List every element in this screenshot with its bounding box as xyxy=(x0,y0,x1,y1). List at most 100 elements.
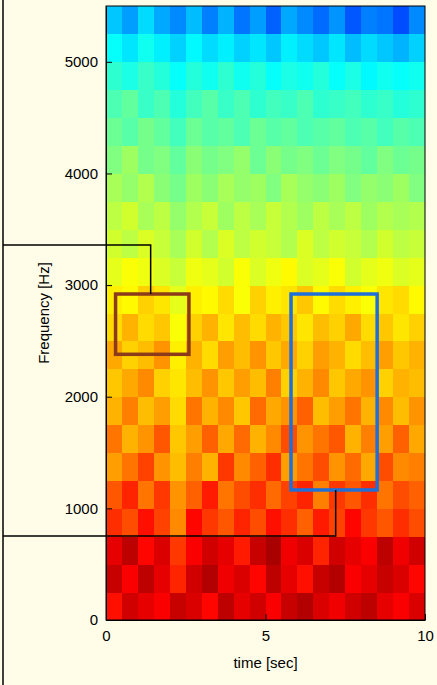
heatmap-cell xyxy=(154,369,170,397)
heatmap-cell xyxy=(393,173,409,201)
heatmap-cell xyxy=(266,257,282,285)
heatmap-cell xyxy=(266,341,282,369)
heatmap-cell xyxy=(313,592,329,620)
heatmap-cell xyxy=(122,453,138,481)
heatmap-cell xyxy=(297,397,313,425)
heatmap-cell xyxy=(393,592,409,620)
chart: 0510010002000300040005000time [sec]Frequ… xyxy=(0,0,437,685)
heatmap-cell xyxy=(122,62,138,90)
heatmap-cell xyxy=(313,341,329,369)
heatmap-cell xyxy=(393,508,409,536)
heatmap-cell xyxy=(154,146,170,174)
y-tick-mark xyxy=(106,285,112,286)
heatmap-cell xyxy=(266,369,282,397)
heatmap-cell xyxy=(186,118,202,146)
heatmap-cell xyxy=(393,397,409,425)
heatmap-cell xyxy=(345,453,361,481)
heatmap-cell xyxy=(313,62,329,90)
heatmap-cell xyxy=(234,257,250,285)
heatmap-cell xyxy=(234,173,250,201)
heatmap-cell xyxy=(218,480,234,508)
heatmap-cell xyxy=(281,173,297,201)
heatmap-cell xyxy=(409,285,425,313)
heatmap-cell xyxy=(329,257,345,285)
heatmap-cell xyxy=(297,564,313,592)
x-tick-label: 5 xyxy=(262,627,270,644)
heatmap-cell xyxy=(250,201,266,229)
heatmap-cell xyxy=(377,369,393,397)
heatmap-cell xyxy=(202,341,218,369)
y-axis: 010002000300040005000 xyxy=(65,7,112,629)
heatmap-cell xyxy=(377,397,393,425)
heatmap-cell xyxy=(218,62,234,90)
heatmap-cell xyxy=(250,536,266,564)
heatmap-cell xyxy=(393,480,409,508)
heatmap-cell xyxy=(377,592,393,620)
heatmap-cell xyxy=(250,564,266,592)
heatmap-cell xyxy=(154,257,170,285)
heatmap-cell xyxy=(329,453,345,481)
heatmap-cell xyxy=(218,201,234,229)
heatmap-cell xyxy=(281,34,297,62)
heatmap-cell xyxy=(170,90,186,118)
heatmap-cell xyxy=(345,564,361,592)
heatmap-cell xyxy=(234,453,250,481)
heatmap-cell xyxy=(170,146,186,174)
heatmap-cell xyxy=(266,508,282,536)
heatmap-cell xyxy=(234,229,250,257)
heatmap-cell xyxy=(329,62,345,90)
heatmap-cell xyxy=(170,508,186,536)
heatmap-cell xyxy=(202,592,218,620)
heatmap-cell xyxy=(266,173,282,201)
heatmap-cell xyxy=(202,397,218,425)
heatmap-cell xyxy=(377,257,393,285)
heatmap-cell xyxy=(122,6,138,34)
heatmap-cell xyxy=(122,397,138,425)
heatmap-cell xyxy=(297,201,313,229)
heatmap-cell xyxy=(266,564,282,592)
heatmap-cell xyxy=(345,34,361,62)
heatmap-cell xyxy=(297,341,313,369)
heatmap-cell xyxy=(122,173,138,201)
heatmap-cell xyxy=(393,229,409,257)
heatmap-cell xyxy=(154,508,170,536)
heatmap-cell xyxy=(297,229,313,257)
heatmap-cell xyxy=(345,508,361,536)
heatmap-cell xyxy=(154,173,170,201)
heatmap-cell xyxy=(345,480,361,508)
heatmap-cell xyxy=(393,146,409,174)
heatmap-cell xyxy=(218,146,234,174)
x-axis-line xyxy=(107,620,426,621)
heatmap-cell xyxy=(361,508,377,536)
heatmap-cell xyxy=(266,90,282,118)
heatmap-cell xyxy=(138,34,154,62)
heatmap-cell xyxy=(186,62,202,90)
heatmap-cell xyxy=(393,6,409,34)
heatmap-cell xyxy=(138,536,154,564)
heatmap-cell xyxy=(345,173,361,201)
heatmap-cell xyxy=(266,397,282,425)
heatmap-cell xyxy=(106,62,122,90)
heatmap-cell xyxy=(202,34,218,62)
heatmap-cell xyxy=(266,285,282,313)
heatmap-cell xyxy=(313,480,329,508)
heatmap-cell xyxy=(361,369,377,397)
heatmap-cell xyxy=(377,34,393,62)
heatmap-cell xyxy=(393,313,409,341)
heatmap-cell xyxy=(361,341,377,369)
heatmap-cell xyxy=(202,6,218,34)
heatmap-cell xyxy=(202,369,218,397)
heatmap-cell xyxy=(297,173,313,201)
heatmap-cell xyxy=(154,62,170,90)
heatmap-cell xyxy=(186,564,202,592)
heatmap-cell xyxy=(234,508,250,536)
heatmap-cell xyxy=(202,146,218,174)
heatmap-cell xyxy=(234,369,250,397)
heatmap-cell xyxy=(202,229,218,257)
heatmap-cell xyxy=(250,508,266,536)
heatmap-cell xyxy=(345,313,361,341)
y-tick-mark xyxy=(106,508,112,509)
heatmap-cell xyxy=(138,564,154,592)
heatmap-cell xyxy=(186,229,202,257)
heatmap-cell xyxy=(377,173,393,201)
